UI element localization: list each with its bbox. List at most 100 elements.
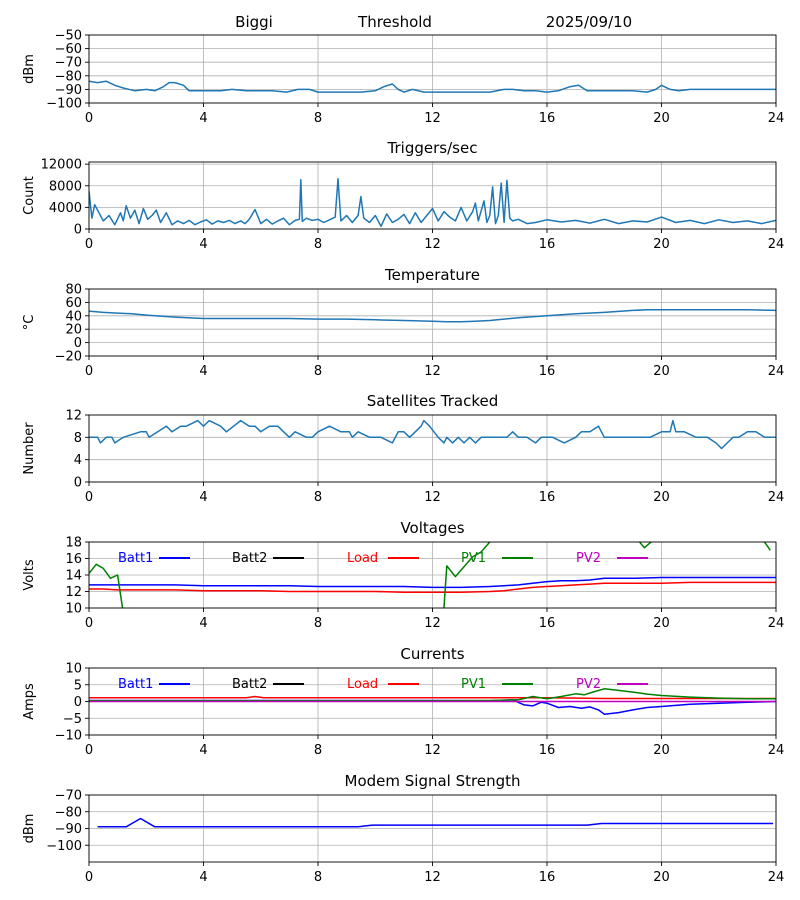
- date-label: 2025/09/10: [546, 13, 632, 31]
- y-tick-label: 8: [74, 431, 82, 446]
- y-tick-label: −80: [55, 805, 82, 820]
- series-group: [89, 80, 776, 93]
- y-tick-label: 12: [65, 409, 82, 424]
- x-tick-label: 4: [199, 490, 207, 505]
- chart-panel-threshold: 0 4 8 12 16 20 24 −100−90−80−70−60−50 dBm: [22, 29, 784, 127]
- y-tick-label: 60: [65, 296, 82, 311]
- x-tick-label: 12: [424, 490, 441, 505]
- x-tick-label: 16: [539, 490, 556, 505]
- chart-title: Currents: [400, 645, 464, 663]
- legend-label-batt2: Batt2: [232, 677, 267, 692]
- legend-label-pv1: PV1: [461, 551, 486, 566]
- y-tick-label: 0: [74, 336, 82, 351]
- y-tick-label: −10: [55, 729, 82, 744]
- y-tick-label: 20: [65, 323, 82, 338]
- y-tick-label: −20: [55, 350, 82, 365]
- chart-title: Triggers/sec: [387, 139, 478, 157]
- series-line-threshold: [89, 80, 776, 93]
- x-tick-label: 20: [653, 490, 670, 505]
- series-line-temperature: [89, 309, 776, 323]
- y-tick-label: 0: [74, 476, 82, 491]
- x-tick-label: 8: [314, 237, 322, 252]
- x-tick-label: 8: [314, 616, 322, 631]
- series-group: [89, 542, 776, 608]
- x-tick-label: 4: [199, 616, 207, 631]
- chart-panel-triggers: 0 4 8 12 16 20 24 0 4000 8000 12000 Triggers/sec Cou…: [22, 139, 784, 252]
- x-tick-label: 24: [768, 743, 785, 758]
- x-tick-label: 8: [314, 743, 322, 758]
- x-tick-label: 8: [314, 870, 322, 885]
- y-axis-label: dBm: [22, 814, 37, 844]
- y-axis-label: Count: [22, 176, 37, 215]
- x-tick-label: 12: [424, 616, 441, 631]
- x-tick-label: 12: [424, 870, 441, 885]
- x-tick-label: 20: [653, 616, 670, 631]
- x-tick-label: 16: [539, 743, 556, 758]
- x-tick-label: 24: [768, 111, 785, 126]
- y-tick-label: 12: [65, 585, 82, 600]
- x-tick-label: 24: [768, 490, 785, 505]
- y-tick-label: 4: [74, 453, 82, 468]
- y-tick-label: 10: [65, 602, 82, 617]
- legend-label-pv1: PV1: [461, 677, 486, 692]
- legend-label-batt2: Batt2: [232, 551, 267, 566]
- x-tick-label: 0: [85, 364, 93, 379]
- y-axis-label: dBm: [22, 54, 37, 84]
- chart-panel-modem: 0 4 8 12 16 20 24 −100 −90 −80−70 Modem Signal Str…: [22, 772, 784, 885]
- y-tick-label: 0: [74, 223, 82, 238]
- x-tick-label: 12: [424, 111, 441, 126]
- legend-label-load: Load: [347, 677, 378, 692]
- y-tick-label: 18: [65, 536, 82, 551]
- y-tick-label: −50: [55, 29, 82, 44]
- x-tick-label: 16: [539, 616, 556, 631]
- y-tick-label: −90: [55, 822, 82, 837]
- y-tick-label: 12000: [41, 158, 82, 173]
- y-tick-label: −100: [46, 839, 82, 854]
- x-tick-label: 0: [85, 743, 93, 758]
- x-tick-label: 20: [653, 743, 670, 758]
- legend-label-pv2: PV2: [576, 551, 601, 566]
- y-tick-label: 16: [65, 552, 82, 567]
- series-line-load: [89, 695, 776, 700]
- x-tick-label: 24: [768, 364, 785, 379]
- series-line-satellites: [89, 419, 776, 450]
- x-tick-label: 20: [653, 364, 670, 379]
- y-tick-label: 0: [74, 695, 82, 710]
- legend-label-load: Load: [347, 551, 378, 566]
- legend-label-pv2: PV2: [576, 677, 601, 692]
- y-tick-label: 14: [65, 569, 82, 584]
- y-tick-label: 80: [65, 283, 82, 298]
- x-tick-label: 12: [424, 364, 441, 379]
- x-tick-label: 8: [314, 111, 322, 126]
- x-tick-label: 8: [314, 364, 322, 379]
- y-tick-label: 10: [65, 662, 82, 677]
- series-line-modem: [97, 817, 774, 828]
- y-tick-label: −5: [63, 712, 82, 727]
- series-group: [89, 419, 776, 450]
- legend-label-batt1: Batt1: [118, 551, 153, 566]
- y-tick-label: 4000: [49, 201, 82, 216]
- x-tick-label: 24: [768, 870, 785, 885]
- x-tick-label: 4: [199, 364, 207, 379]
- x-tick-label: 4: [199, 237, 207, 252]
- legend-label-batt1: Batt1: [118, 677, 153, 692]
- x-tick-label: 0: [85, 490, 93, 505]
- chart-title: Temperature: [384, 266, 480, 284]
- x-tick-label: 20: [653, 237, 670, 252]
- x-tick-label: 0: [85, 237, 93, 252]
- y-tick-label: 5: [74, 678, 82, 693]
- series-line-pv1: [89, 542, 771, 608]
- y-tick-label: −90: [55, 83, 82, 98]
- y-tick-label: −70: [55, 789, 82, 804]
- y-tick-label: −80: [55, 69, 82, 84]
- chart-title: Voltages: [400, 519, 464, 537]
- y-tick-label: −60: [55, 42, 82, 57]
- y-axis-label: Volts: [22, 559, 37, 591]
- mode-label: Threshold: [357, 13, 432, 31]
- series-group: [89, 178, 776, 228]
- x-tick-label: 12: [424, 743, 441, 758]
- series-line-load: [89, 581, 776, 594]
- chart-title: Modem Signal Strength: [345, 772, 521, 790]
